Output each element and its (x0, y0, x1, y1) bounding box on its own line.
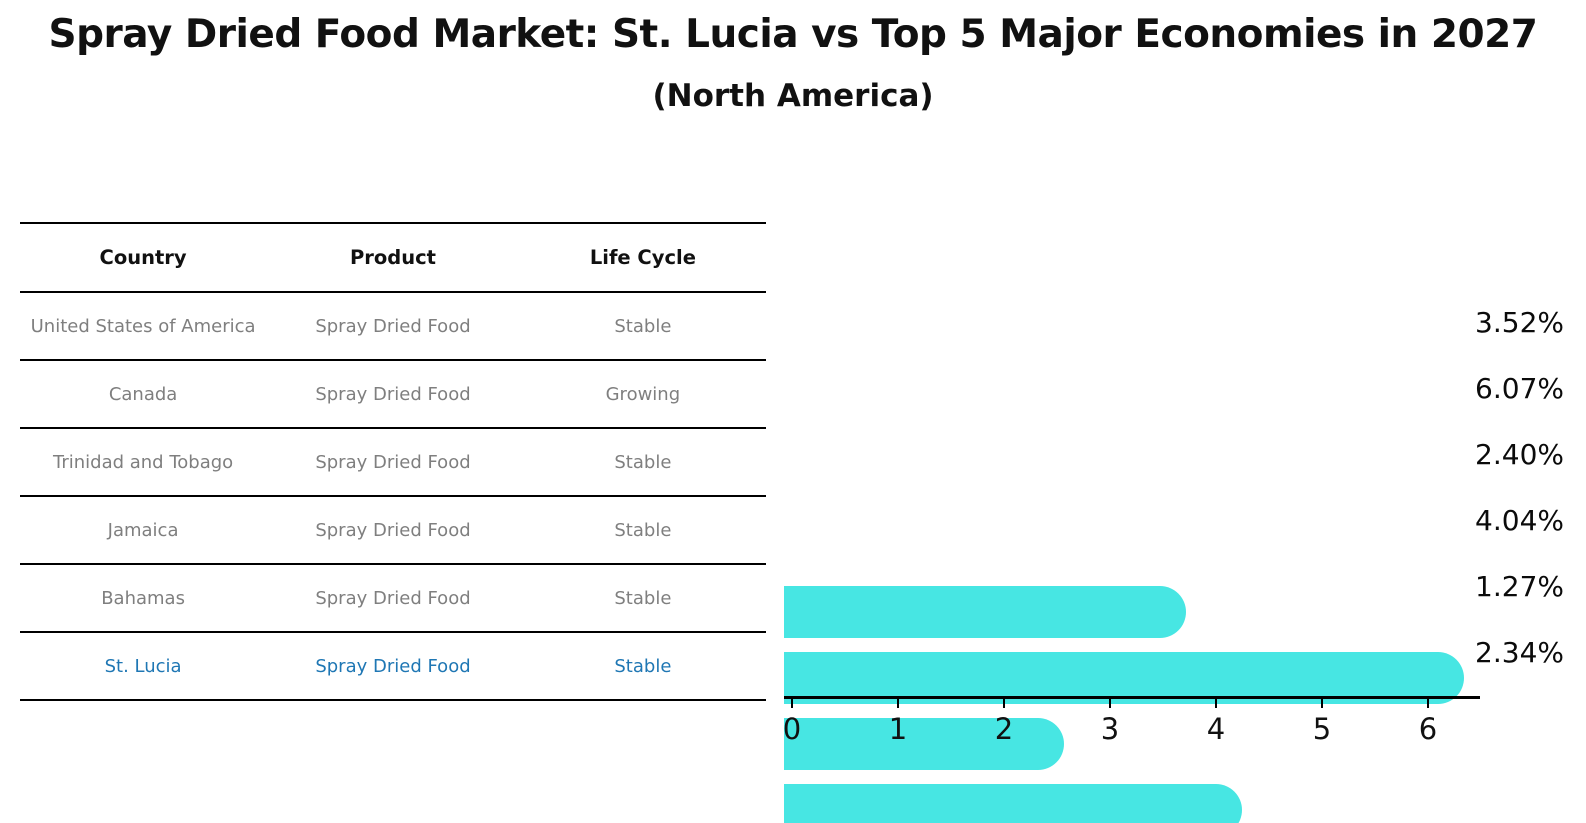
product-cell: Spray Dried Food (315, 315, 471, 337)
value-label-jamaica: 4.04% (1475, 504, 1564, 537)
tick-label: 6 (1418, 712, 1438, 746)
country-cell: Canada (108, 383, 178, 405)
product-cell: Spray Dried Food (315, 587, 471, 609)
tick-label: 4 (1206, 712, 1226, 746)
bar-plot: 0 1 2 3 4 5 6 (783, 290, 1564, 823)
tick-mark (1109, 699, 1111, 708)
tick-mark (791, 699, 793, 708)
bar-united-states (784, 586, 1186, 638)
value-label-bahamas: 1.27% (1475, 570, 1564, 603)
chart-subtitle: (North America) (652, 78, 934, 114)
country-cell: United States of America (30, 315, 256, 337)
value-label-canada: 6.07% (1475, 372, 1564, 405)
tick-mark (1215, 699, 1217, 708)
table-header-row: Country Product Life Cycle (20, 224, 766, 293)
bar-canada (784, 652, 1464, 704)
tick-label: 0 (782, 712, 802, 746)
tick-label: 1 (888, 712, 908, 746)
tick-label: 3 (1100, 712, 1120, 746)
tick-mark (1321, 699, 1323, 708)
tick-mark (1003, 699, 1005, 708)
value-label-st-lucia: 2.34% (1475, 636, 1564, 669)
product-cell: Spray Dried Food (315, 519, 471, 541)
bar-trinidad (784, 718, 1064, 770)
lifecycle-cell: Stable (614, 315, 672, 337)
product-cell: Spray Dried Food (315, 383, 471, 405)
table-row-canada: Canada Spray Dried Food Growing (20, 361, 766, 429)
x-axis-line (784, 696, 1480, 699)
product-cell: Spray Dried Food (315, 655, 471, 677)
lifecycle-cell: Stable (614, 519, 672, 541)
table-row-jamaica: Jamaica Spray Dried Food Stable (20, 497, 766, 565)
tick-mark (897, 699, 899, 708)
table-row-united-states: United States of America Spray Dried Foo… (20, 293, 766, 361)
lifecycle-cell: Stable (614, 587, 672, 609)
lifecycle-cell: Stable (614, 451, 672, 473)
value-label-united-states: 3.52% (1475, 306, 1564, 339)
column-header-product: Product (349, 246, 436, 269)
tick-mark (1427, 699, 1429, 708)
product-cell: Spray Dried Food (315, 451, 471, 473)
column-header-country: Country (99, 246, 187, 269)
tick-label: 2 (994, 712, 1014, 746)
table-row-trinidad-and-tobago: Trinidad and Tobago Spray Dried Food Sta… (20, 429, 766, 497)
lifecycle-cell: Growing (605, 383, 681, 405)
bar-jamaica (784, 784, 1243, 823)
country-table: Country Product Life Cycle United States… (20, 222, 766, 701)
table-row-st-lucia-highlighted: St. Lucia Spray Dried Food Stable (20, 633, 766, 701)
column-header-lifecycle: Life Cycle (589, 246, 696, 269)
country-cell: Trinidad and Tobago (52, 451, 234, 473)
country-cell: Bahamas (101, 587, 185, 609)
table-row-bahamas: Bahamas Spray Dried Food Stable (20, 565, 766, 633)
country-cell: Jamaica (107, 519, 179, 541)
tick-label: 5 (1312, 712, 1332, 746)
chart-title: Spray Dried Food Market: St. Lucia vs To… (48, 12, 1538, 57)
lifecycle-cell: Stable (614, 655, 672, 677)
value-label-trinidad: 2.40% (1475, 438, 1564, 471)
country-cell: St. Lucia (104, 655, 182, 677)
